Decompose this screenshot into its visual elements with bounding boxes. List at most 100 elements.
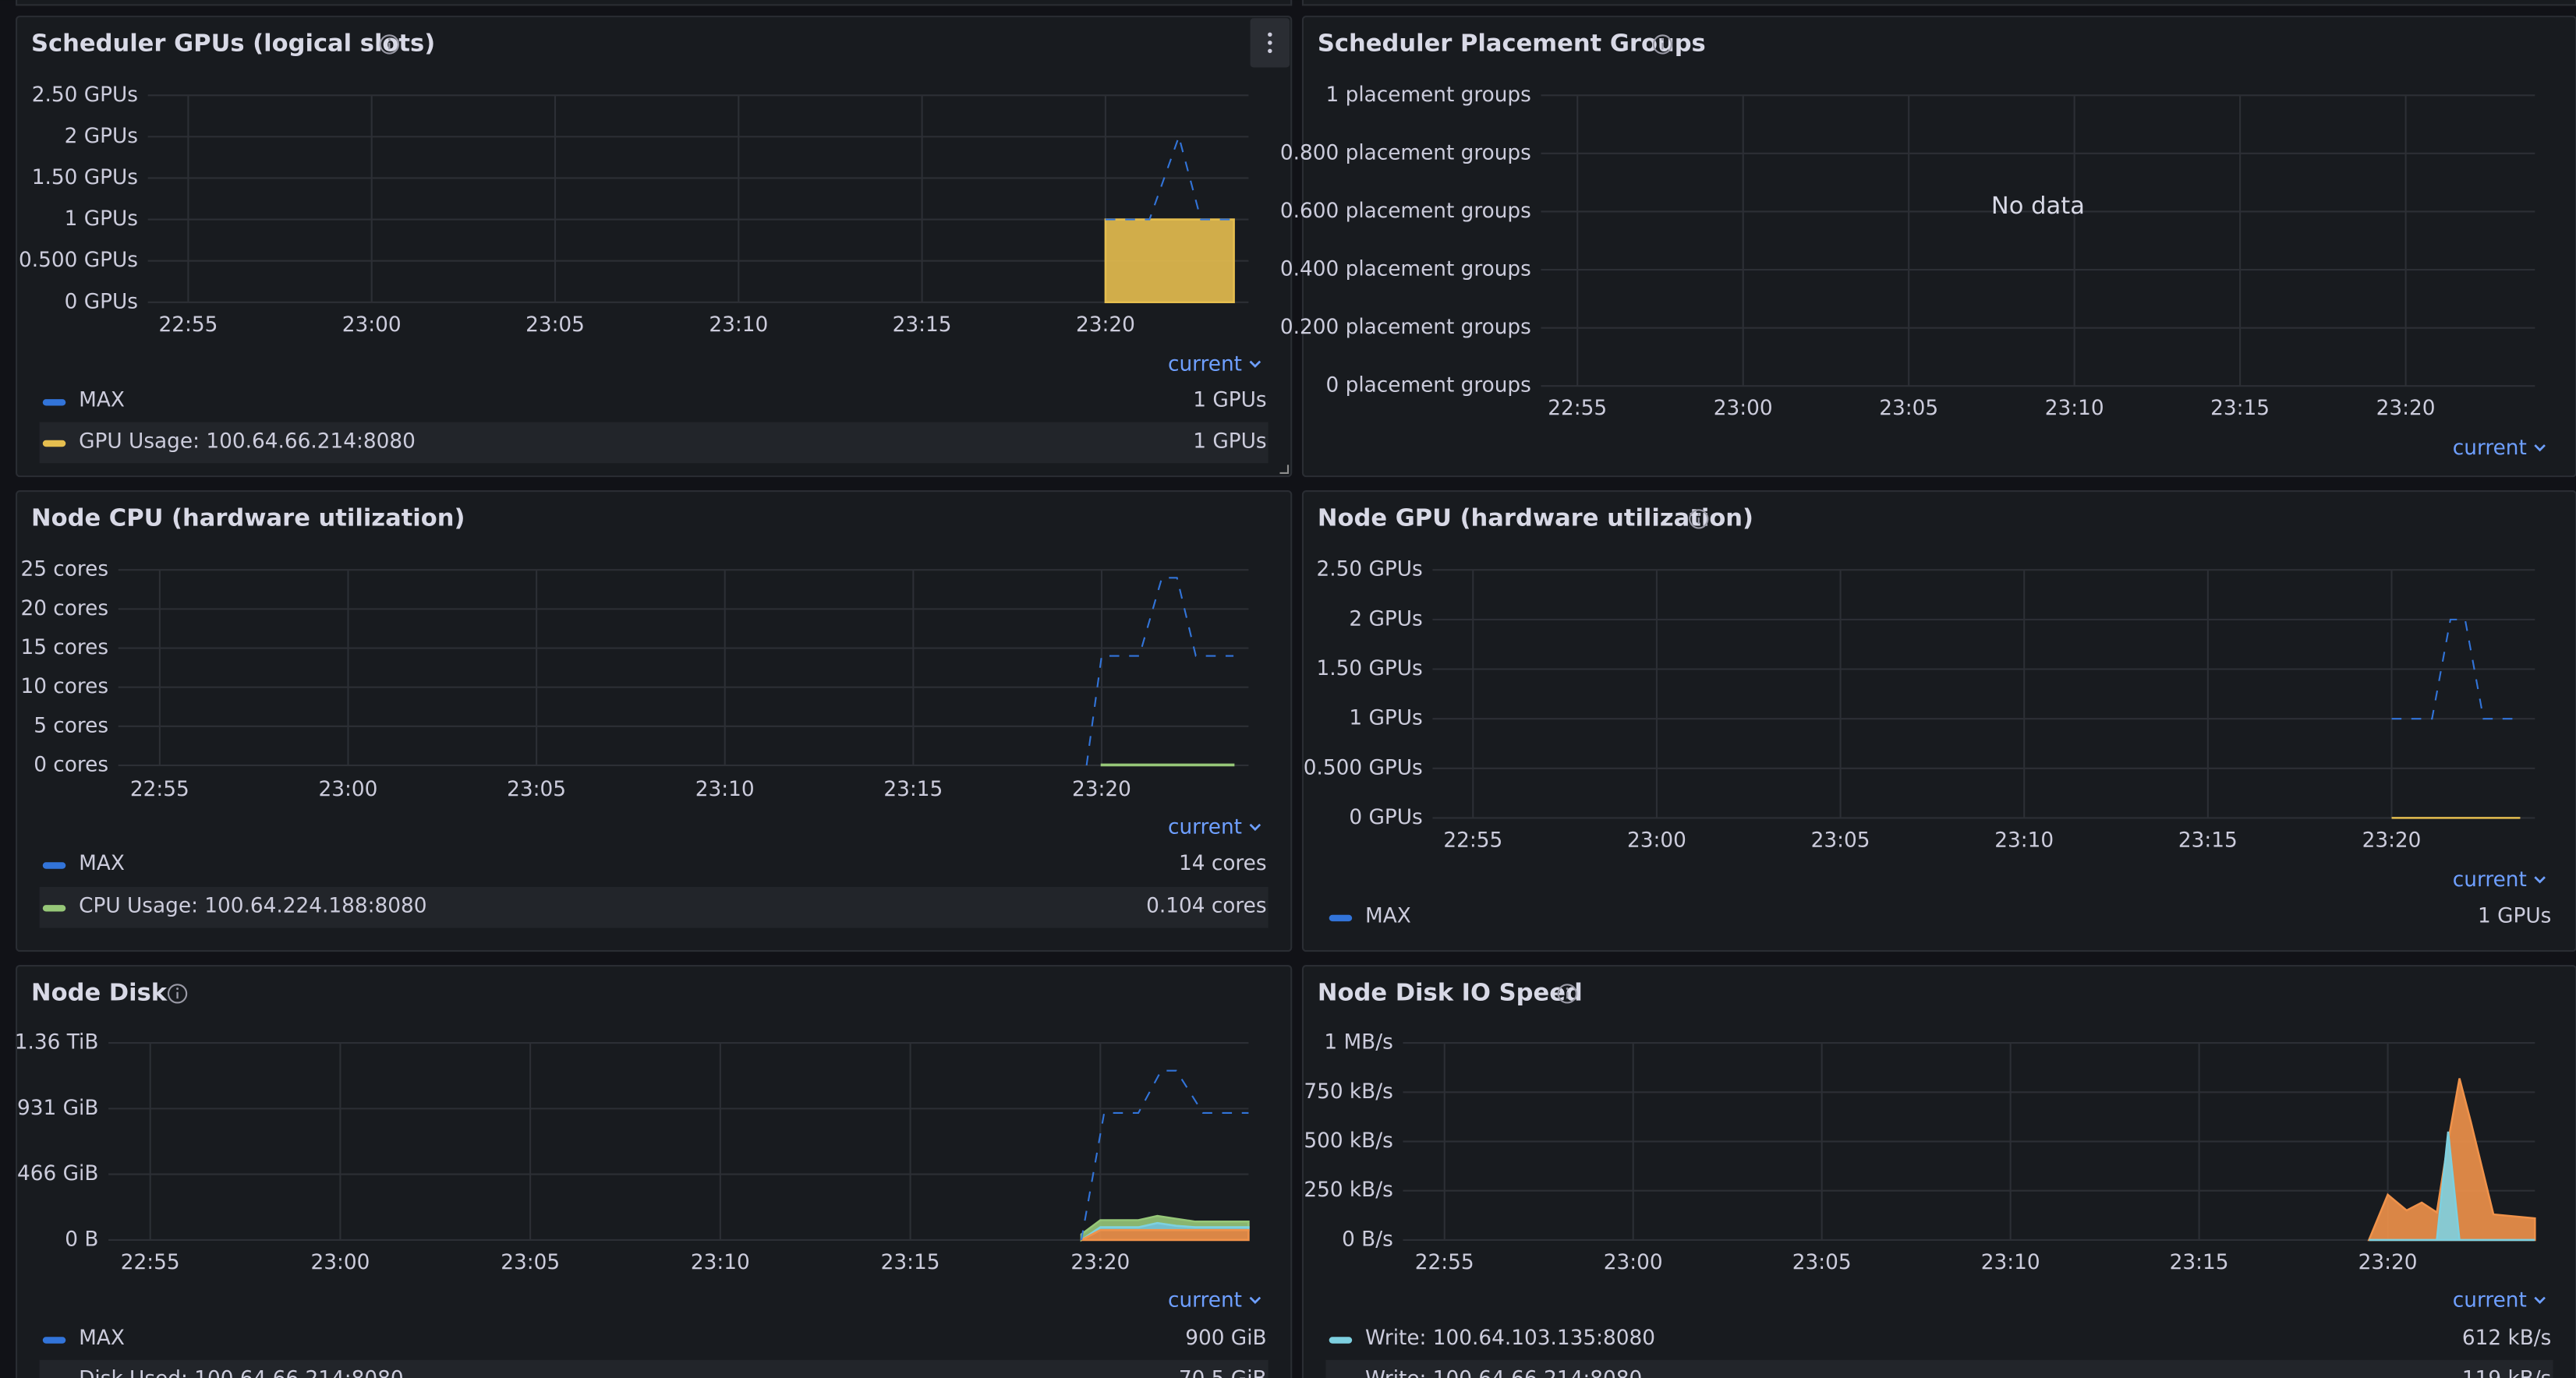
x-tick-label: 23:00	[310, 1251, 370, 1274]
legend-header: current	[1168, 1288, 1242, 1312]
panel-title: Scheduler GPUs (logical slots)	[31, 30, 435, 57]
panel-above	[1301, 0, 2576, 6]
x-tick-label: 22:55	[1415, 1251, 1474, 1274]
x-tick-label: 23:05	[525, 313, 585, 337]
y-tick-label: 1.50 GPUs	[32, 166, 138, 189]
legend-header: current	[1168, 352, 1242, 376]
x-tick-label: 23:00	[342, 313, 402, 337]
area-series	[2369, 1131, 2535, 1242]
x-tick-label: 23:10	[709, 313, 768, 337]
y-tick-label: 5 cores	[34, 714, 108, 737]
info-icon-dot	[176, 988, 179, 991]
legend-name: GPU Usage: 100.64.66.214:8080	[79, 429, 416, 453]
legend-row-bg	[39, 1359, 1269, 1378]
panel-menu-dot	[1268, 32, 1272, 37]
x-tick-label: 23:05	[1879, 397, 1938, 420]
legend-name: MAX	[79, 1327, 125, 1350]
area-series	[1081, 1228, 1250, 1242]
x-tick-label: 23:15	[2170, 1251, 2229, 1274]
y-tick-label: 0.200 placement groups	[1280, 316, 1531, 339]
x-tick-label: 23:10	[691, 1251, 750, 1274]
x-tick-label: 22:55	[130, 778, 189, 801]
y-tick-label: 1.36 TiB	[15, 1031, 99, 1055]
legend-chevron	[1249, 1296, 1261, 1304]
x-tick-label: 23:20	[2358, 1251, 2418, 1274]
y-tick-label: 0 GPUs	[1349, 806, 1422, 829]
info-icon-dot	[387, 38, 391, 41]
legend-name: MAX	[79, 389, 125, 412]
area-series	[1104, 218, 1235, 304]
legend-name: Write: 100.64.103.135:8080	[1365, 1327, 1655, 1350]
legend-chevron	[2534, 444, 2546, 452]
x-tick-label: 23:10	[1981, 1251, 2040, 1274]
y-tick-label: 0.800 placement groups	[1280, 141, 1531, 164]
info-icon	[1557, 984, 1577, 1004]
y-tick-label: 1.50 GPUs	[1317, 657, 1423, 680]
y-tick-label: 931 GiB	[17, 1097, 98, 1120]
legend-value: 119 kB/s	[2462, 1368, 2552, 1378]
y-tick-label: 0 B/s	[1342, 1228, 1393, 1251]
resize-handle	[1279, 465, 1290, 474]
legend-name: CPU Usage: 100.64.224.188:8080	[79, 895, 426, 918]
x-tick-label: 23:05	[1811, 829, 1870, 852]
legend-value: 1 GPUs	[2478, 904, 2551, 928]
line-series	[1105, 133, 1230, 221]
x-tick-label: 23:00	[319, 778, 378, 801]
info-icon	[167, 984, 188, 1004]
panel-title: Node CPU (hardware utilization)	[31, 504, 465, 532]
line-series	[1085, 577, 1234, 766]
info-icon-dot	[1661, 38, 1664, 41]
y-tick-label: 0.500 GPUs	[1304, 756, 1423, 779]
y-tick-label: 0 GPUs	[65, 290, 138, 313]
y-tick-label: 1 GPUs	[1349, 707, 1422, 730]
panel-title: Node Disk	[31, 979, 168, 1006]
y-tick-label: 10 cores	[20, 675, 108, 698]
panel-menu-dot	[1268, 41, 1272, 45]
line-series	[2391, 618, 2521, 720]
info-icon-dot	[1566, 988, 1569, 991]
y-tick-label: 466 GiB	[17, 1162, 98, 1185]
legend-value: 900 GiB	[1185, 1327, 1266, 1350]
panel	[1301, 965, 2576, 1378]
y-tick-label: 1 placement groups	[1325, 83, 1530, 107]
y-tick-label: 0.500 GPUs	[19, 249, 138, 272]
x-tick-label: 23:15	[883, 778, 943, 801]
x-tick-label: 23:15	[2178, 829, 2238, 852]
panel-menu-dot	[1268, 48, 1272, 54]
info-icon	[379, 34, 400, 55]
panel-above	[16, 0, 1293, 6]
panel-title: Node GPU (hardware utilization)	[1318, 504, 1753, 532]
legend-value: 70.5 GiB	[1179, 1368, 1267, 1378]
y-tick-label: 0 placement groups	[1325, 374, 1530, 398]
y-tick-label: 0 cores	[34, 753, 108, 776]
x-tick-label: 23:10	[1994, 829, 2054, 852]
legend-name: Disk Used: 100.64.66.214:8080	[79, 1368, 404, 1378]
legend-chevron	[1249, 360, 1261, 368]
legend-row-bg	[39, 886, 1269, 928]
legend-name: MAX	[79, 852, 125, 875]
legend-value: 14 cores	[1179, 852, 1267, 875]
panel	[1301, 490, 2576, 952]
x-tick-label: 23:20	[1070, 1251, 1130, 1274]
panel	[16, 16, 1293, 478]
legend-row-bg	[39, 422, 1269, 464]
x-tick-label: 23:00	[1604, 1251, 1663, 1274]
legend-header: current	[2453, 868, 2527, 892]
x-tick-label: 23:20	[1076, 313, 1135, 337]
panel	[16, 965, 1293, 1378]
no-data: No data	[1991, 193, 2085, 220]
info-icon	[1652, 34, 1673, 55]
x-tick-label: 23:15	[881, 1251, 940, 1274]
y-tick-label: 2.50 GPUs	[1317, 558, 1423, 581]
x-tick-label: 22:55	[1548, 397, 1607, 420]
x-tick-label: 23:15	[2210, 397, 2270, 420]
y-tick-label: 0.600 placement groups	[1280, 200, 1531, 223]
x-tick-label: 23:05	[1792, 1251, 1852, 1274]
x-tick-label: 23:20	[2362, 829, 2422, 852]
panel	[1301, 16, 2576, 478]
x-tick-label: 23:15	[893, 313, 952, 337]
x-tick-label: 22:55	[1443, 829, 1502, 852]
x-tick-label: 23:20	[1072, 778, 1131, 801]
y-tick-label: 2 GPUs	[1349, 607, 1422, 631]
